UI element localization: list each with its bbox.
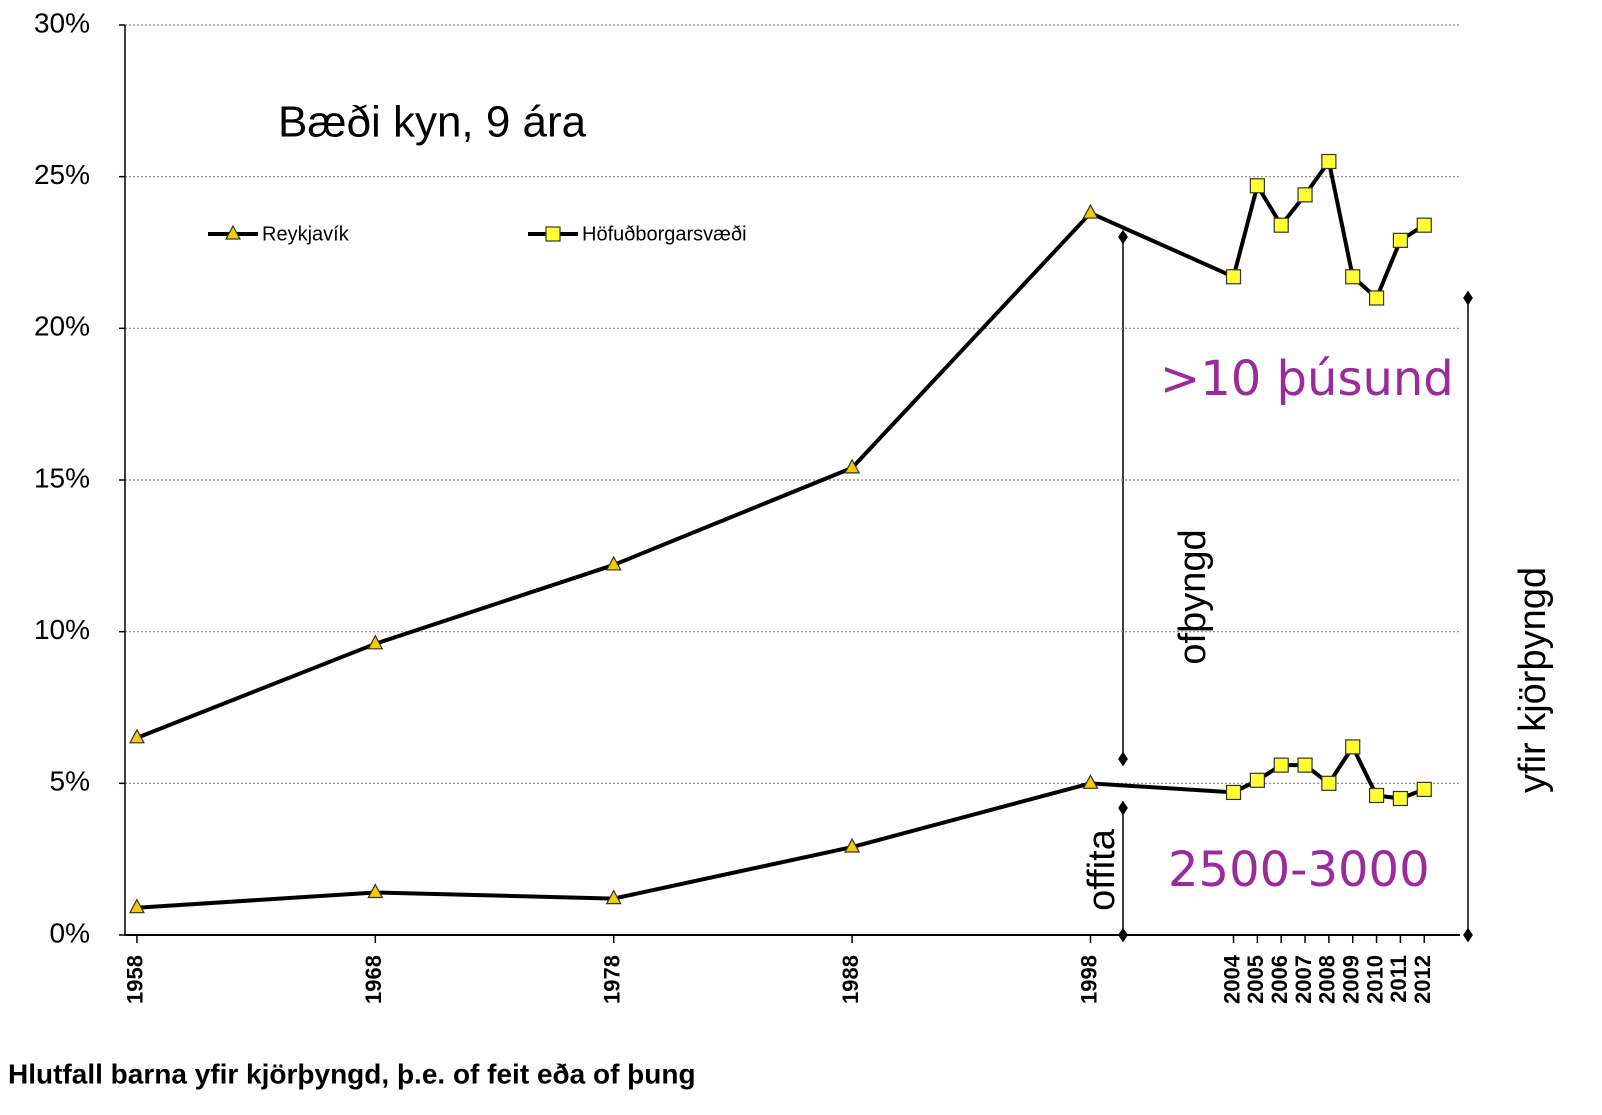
marker — [1225, 784, 1242, 801]
annotation: offita — [1081, 828, 1123, 911]
marker — [1249, 772, 1265, 788]
marker — [605, 889, 622, 905]
marker — [844, 458, 861, 474]
y-tick-label: 20% — [34, 311, 90, 342]
annotation: 2500-3000 — [1168, 842, 1430, 898]
x-tick-label: 2012 — [1410, 955, 1435, 1004]
marker — [1345, 269, 1361, 285]
y-tick-label: 30% — [34, 7, 90, 38]
x-tick-label: 1988 — [838, 955, 863, 1004]
x-tick-label: 1968 — [361, 955, 386, 1004]
annotation: yfir kjörþyngd — [1512, 567, 1554, 793]
annotation-arrows — [1118, 229, 1473, 943]
marker — [1273, 757, 1289, 773]
marker — [224, 224, 242, 240]
x-tick-label: 2004 — [1219, 954, 1244, 1004]
x-tick-label: 2007 — [1291, 955, 1316, 1004]
marker — [1416, 781, 1432, 798]
marker — [128, 898, 145, 914]
y-tick-label: 15% — [34, 462, 90, 493]
marker — [1368, 290, 1385, 306]
marker — [367, 883, 384, 899]
y-tick-label: 25% — [34, 159, 90, 190]
y-tick-label: 5% — [50, 766, 90, 797]
chart-title: Bæði kyn, 9 ára — [278, 98, 587, 147]
x-tick-label: 2006 — [1267, 955, 1292, 1004]
x-tick-label: 1958 — [123, 955, 148, 1004]
annotation: >10 þúsund — [1160, 351, 1454, 407]
x-tick-label: 1998 — [1076, 955, 1101, 1004]
series-line — [136, 781, 1092, 910]
marker — [1345, 739, 1361, 755]
marker — [545, 226, 561, 242]
x-tick-label: 2010 — [1362, 955, 1387, 1004]
series-line — [136, 211, 1092, 740]
annotation: ofþyngd — [1172, 529, 1214, 664]
marker — [1273, 217, 1289, 233]
caption: Hlutfall barna yfir kjörþyngd, þ.e. of f… — [8, 1058, 696, 1089]
marker — [844, 837, 861, 853]
y-tick-label: 0% — [50, 917, 90, 948]
marker — [605, 555, 622, 571]
marker — [1082, 203, 1099, 219]
connector — [1089, 211, 1235, 279]
legend-label: Reykjavík — [262, 223, 350, 245]
marker — [1297, 187, 1313, 203]
connector — [1090, 781, 1234, 795]
x-tick-label: 2005 — [1243, 955, 1268, 1004]
marker — [1225, 269, 1242, 285]
legend-label: Höfuðborgarsvæði — [582, 223, 747, 245]
x-tick-label: 1978 — [600, 955, 625, 1004]
marker — [1392, 790, 1409, 807]
marker — [1392, 232, 1409, 248]
marker — [1321, 153, 1337, 170]
x-tick-label: 2011 — [1386, 955, 1411, 1003]
marker — [1297, 757, 1313, 773]
x-tick-label: 2009 — [1339, 955, 1364, 1004]
marker — [1082, 774, 1099, 789]
marker — [1321, 775, 1337, 791]
marker — [128, 728, 145, 744]
y-tick-label: 10% — [34, 614, 90, 645]
marker — [1416, 217, 1432, 233]
x-tick-label: 2008 — [1315, 955, 1340, 1004]
marker — [1368, 787, 1385, 804]
marker — [367, 634, 384, 650]
marker — [1249, 178, 1265, 194]
